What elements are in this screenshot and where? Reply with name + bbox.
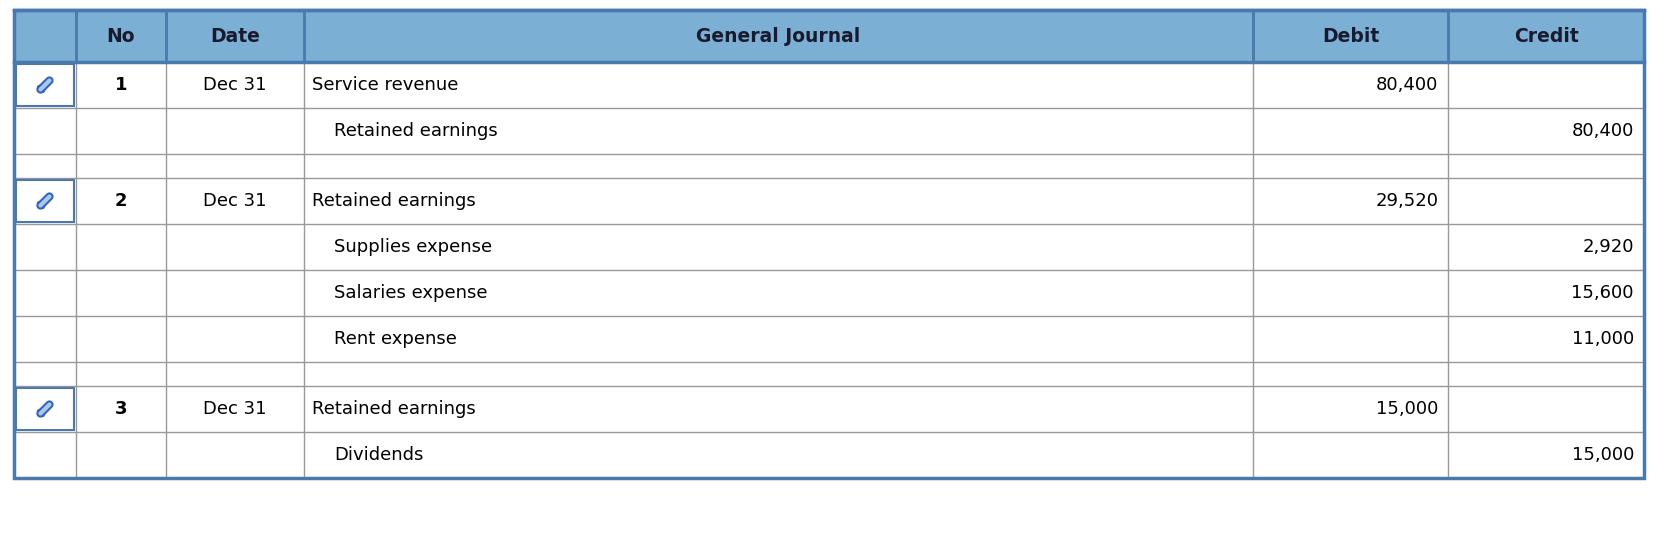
Bar <box>13 386 1644 432</box>
Bar <box>13 108 1644 154</box>
Bar <box>13 362 1644 386</box>
Bar <box>13 224 1644 270</box>
Text: No: No <box>106 27 134 45</box>
Text: 2,920: 2,920 <box>1581 238 1634 256</box>
Bar <box>13 270 1644 316</box>
Bar <box>13 62 1644 108</box>
Text: Dec 31: Dec 31 <box>204 400 267 418</box>
Text: 15,600: 15,600 <box>1571 284 1634 302</box>
Text: Dec 31: Dec 31 <box>204 76 267 94</box>
Text: Retained earnings: Retained earnings <box>312 192 476 210</box>
Text: 3: 3 <box>114 400 128 418</box>
Text: Service revenue: Service revenue <box>312 76 459 94</box>
Bar <box>13 316 1644 362</box>
Bar <box>13 432 1644 478</box>
Text: Dec 31: Dec 31 <box>204 192 267 210</box>
Bar <box>13 10 1644 62</box>
Text: General Journal: General Journal <box>696 27 860 45</box>
Text: Credit: Credit <box>1513 27 1577 45</box>
Text: 80,400: 80,400 <box>1571 122 1634 140</box>
Text: Date: Date <box>210 27 260 45</box>
Bar <box>13 178 1644 224</box>
Text: Debit: Debit <box>1321 27 1379 45</box>
Bar <box>17 64 75 106</box>
Bar <box>17 180 75 222</box>
Text: Supplies expense: Supplies expense <box>335 238 492 256</box>
Text: 15,000: 15,000 <box>1375 400 1438 418</box>
Text: Retained earnings: Retained earnings <box>312 400 476 418</box>
Text: Salaries expense: Salaries expense <box>335 284 487 302</box>
Text: Rent expense: Rent expense <box>335 330 457 348</box>
Text: 80,400: 80,400 <box>1375 76 1438 94</box>
Text: 2: 2 <box>114 192 128 210</box>
Text: Retained earnings: Retained earnings <box>335 122 497 140</box>
Bar <box>17 388 75 430</box>
Text: Dividends: Dividends <box>335 446 423 464</box>
Text: 1: 1 <box>114 76 128 94</box>
Text: 29,520: 29,520 <box>1375 192 1438 210</box>
Text: 15,000: 15,000 <box>1571 446 1634 464</box>
Text: 11,000: 11,000 <box>1571 330 1634 348</box>
Bar <box>13 10 1644 478</box>
Bar <box>13 154 1644 178</box>
